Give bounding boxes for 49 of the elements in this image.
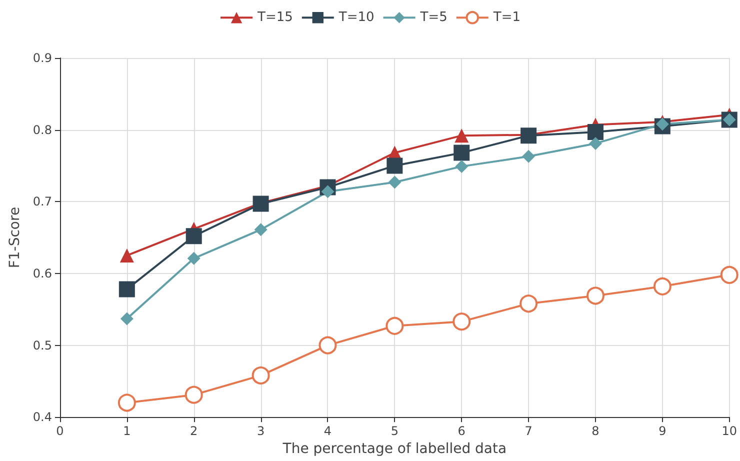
x-tick-label: 8 [592, 424, 600, 438]
x-tick-label: 7 [524, 424, 532, 438]
point [454, 128, 469, 143]
point [318, 336, 337, 354]
point [386, 316, 404, 335]
point [386, 158, 403, 174]
legend-label: T=5 [419, 10, 448, 26]
point [321, 185, 334, 198]
point [586, 286, 604, 305]
point [656, 118, 669, 131]
y-tick-label: 0.7 [32, 194, 52, 209]
y-tick-label: 0.4 [32, 410, 52, 424]
legend-label: T=15 [256, 10, 293, 26]
point [254, 223, 268, 236]
point [118, 281, 135, 298]
point [120, 248, 134, 263]
point [252, 366, 270, 384]
point [388, 176, 402, 189]
x-axis-title: The percentage of labelled data [282, 441, 507, 457]
x-tick-label: 4 [324, 424, 332, 438]
point [120, 312, 134, 326]
point [520, 294, 538, 313]
point [653, 277, 672, 296]
point [587, 124, 604, 140]
x-tick-label: 9 [658, 424, 666, 438]
legend-label: T=1 [492, 10, 520, 26]
y-tick-label: 0.9 [32, 51, 52, 65]
x-tick-label: 6 [458, 424, 466, 438]
x-tick-label: 10 [722, 424, 738, 438]
y-tick-label: 0.8 [32, 122, 52, 137]
point [720, 266, 738, 284]
point [588, 136, 602, 150]
x-tick-label: 2 [190, 424, 198, 438]
point [454, 144, 470, 161]
legend-label: T=10 [338, 10, 374, 26]
x-tick-label: 1 [123, 424, 131, 438]
y-tick-label: 0.5 [32, 338, 52, 352]
point [118, 394, 136, 412]
point [184, 386, 203, 404]
x-tick-label: 3 [256, 424, 265, 438]
point [455, 160, 468, 173]
point [187, 252, 200, 265]
x-tick-label: 5 [390, 424, 398, 438]
point [522, 150, 536, 163]
point [186, 228, 202, 244]
y-axis-title: F1-Score [7, 206, 23, 268]
point [452, 312, 471, 331]
y-tick-label: 0.6 [32, 266, 52, 280]
x-tick-label: 0 [56, 424, 64, 438]
